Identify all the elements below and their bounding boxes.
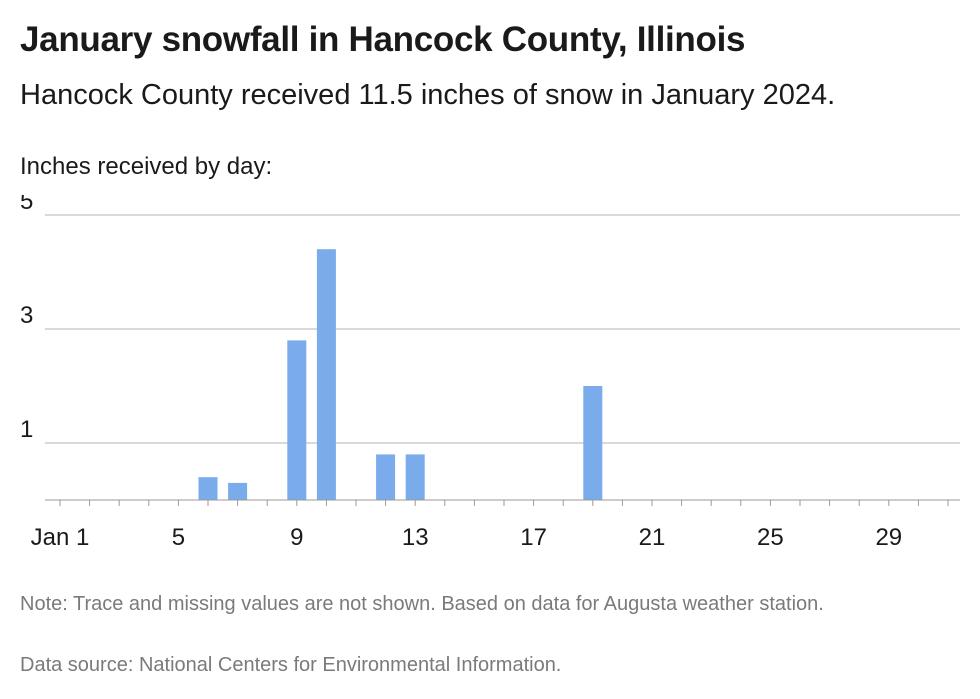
y-axis-label: Inches received by day:	[20, 153, 273, 180]
x-tick-label: 13	[402, 524, 429, 551]
y-tick-label: 1	[20, 416, 33, 443]
bar	[583, 386, 603, 500]
y-tick-label: 5	[20, 195, 33, 215]
x-tick-label: 9	[290, 524, 303, 551]
x-tick-label: Jan 1	[31, 524, 90, 551]
chart-title: January snowfall in Hancock County, Illi…	[20, 20, 746, 59]
bar	[376, 454, 396, 500]
chart-source: Data source: National Centers for Enviro…	[20, 654, 562, 676]
bar	[198, 477, 218, 500]
bar	[405, 454, 425, 500]
x-tick-label: 29	[875, 524, 902, 551]
bar	[287, 340, 307, 500]
x-tick-label: 17	[520, 524, 547, 551]
bar-chart: 135 Jan 1 5 9 13 17 21 25 29	[20, 195, 960, 551]
bars	[198, 249, 603, 500]
bar	[316, 249, 336, 500]
y-tick-label: 3	[20, 302, 33, 329]
chart-subtitle: Hancock County received 11.5 inches of s…	[20, 79, 836, 111]
x-tick-label: 5	[172, 524, 185, 551]
x-tick-label: 25	[757, 524, 784, 551]
chart-note: Note: Trace and missing values are not s…	[20, 593, 824, 615]
gridlines: 1 3 5	[20, 195, 960, 444]
bar	[228, 482, 248, 500]
x-axis: Jan 1 5 9 13 17 21 25 29	[31, 499, 960, 551]
x-tick-label: 21	[639, 524, 666, 551]
